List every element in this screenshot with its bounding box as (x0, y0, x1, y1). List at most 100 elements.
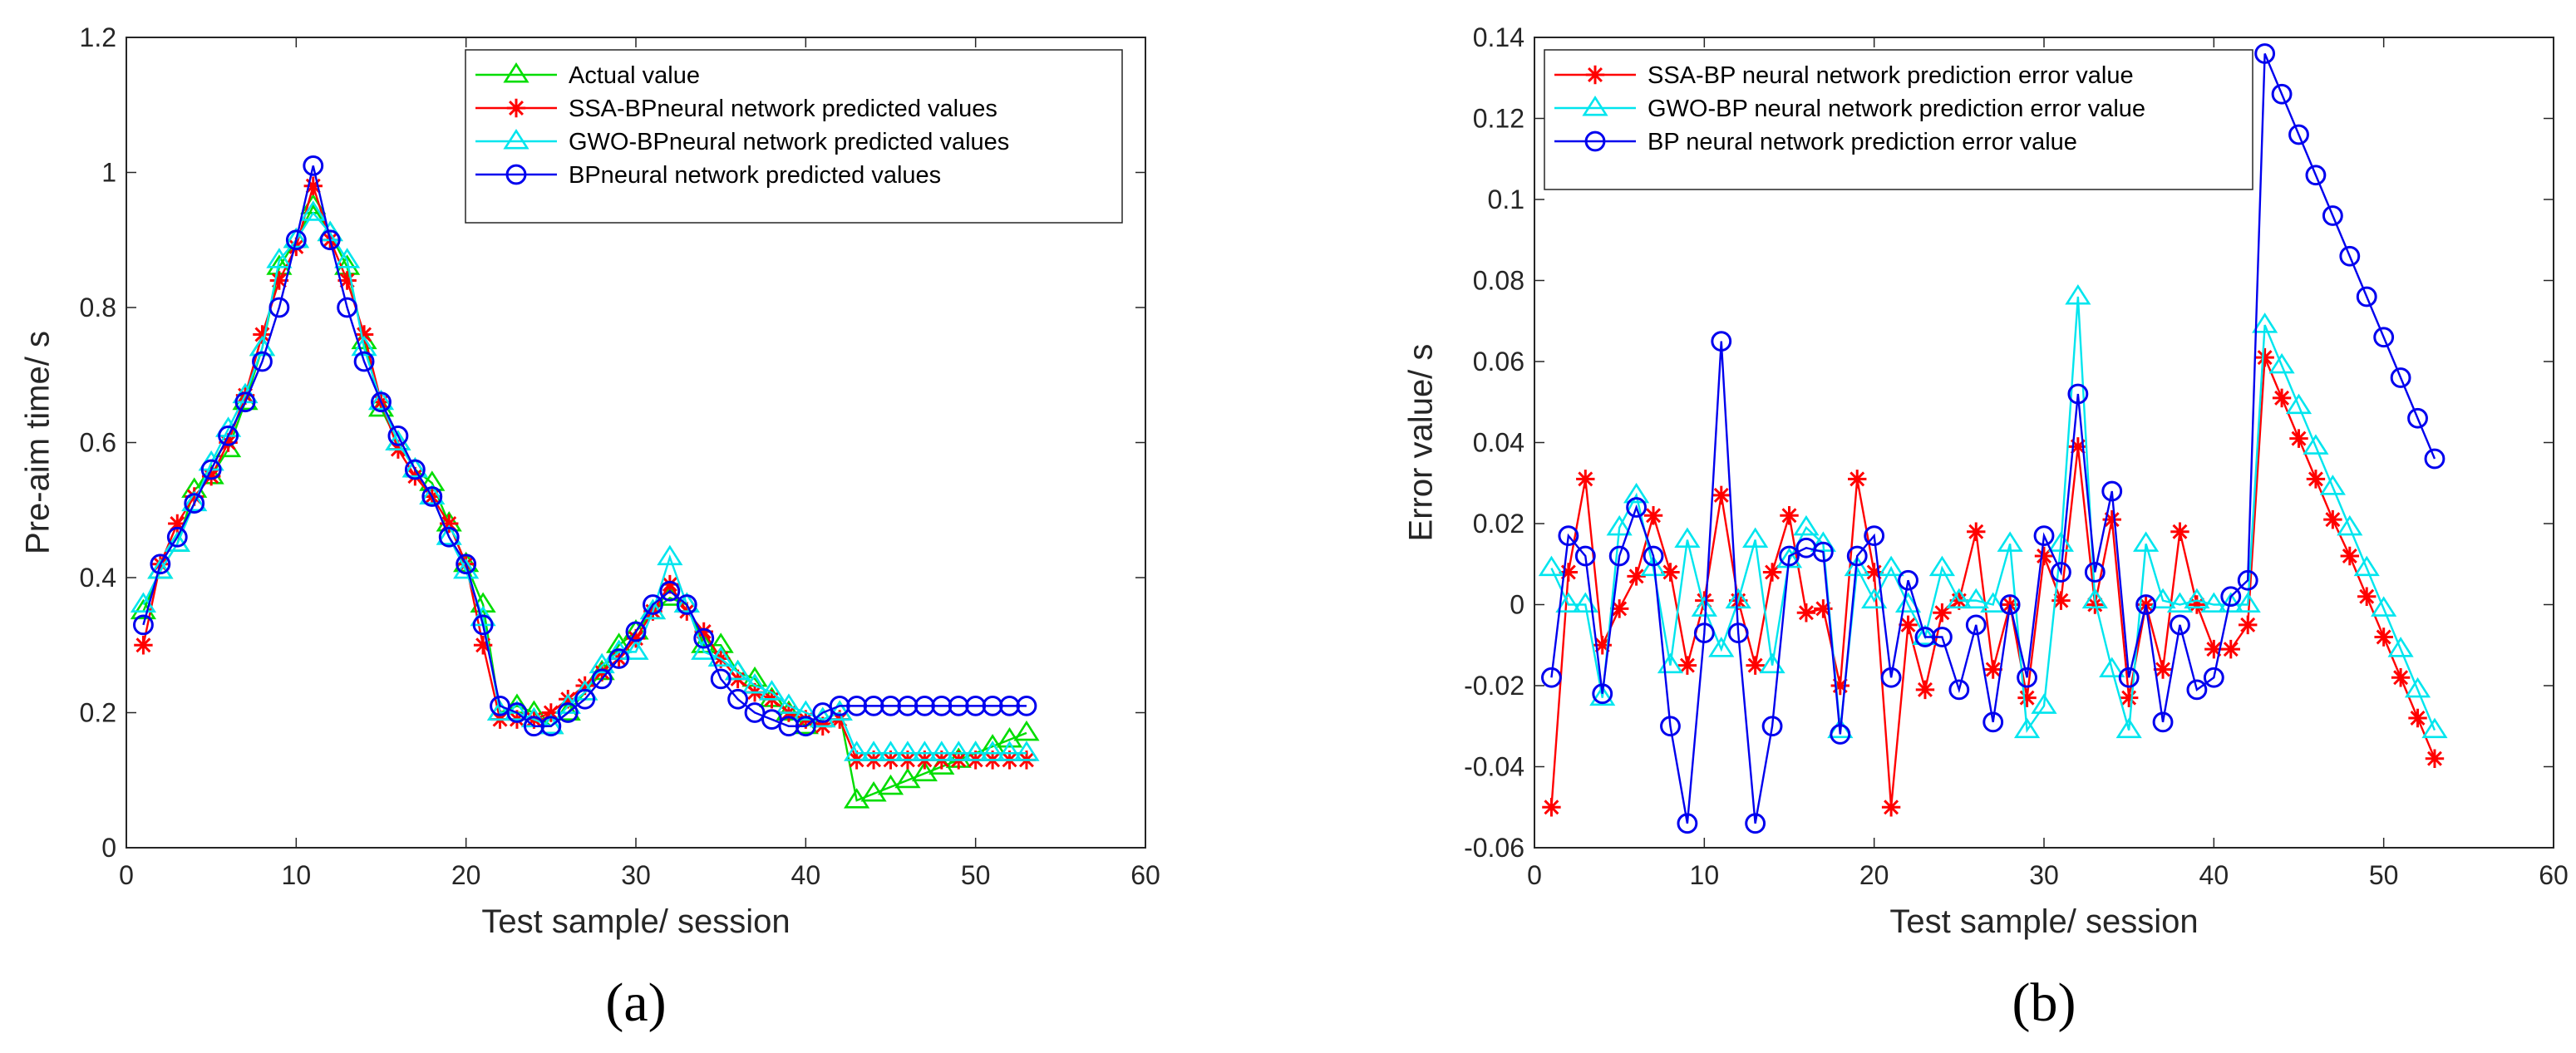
data-point (2252, 312, 2278, 333)
data-point (2404, 677, 2431, 698)
data-point (1013, 741, 1040, 761)
data-point (2065, 283, 2091, 305)
data-point (2371, 596, 2397, 617)
data-point (673, 592, 700, 613)
data-point (1555, 592, 1582, 613)
legend: SSA-BP neural network prediction error v… (1544, 49, 2253, 190)
data-point (404, 459, 426, 480)
data-point (1776, 547, 1803, 568)
data-point (2067, 383, 2089, 405)
series-1 (1538, 283, 2448, 739)
y-tick-label: -0.04 (1464, 752, 1524, 782)
data-point (1576, 470, 1595, 489)
data-point (473, 636, 493, 655)
x-tick-label: 10 (282, 860, 312, 890)
data-point (1592, 683, 1613, 705)
data-point (2391, 668, 2411, 687)
legend-marker (506, 98, 526, 118)
data-point (1899, 615, 1918, 635)
data-point (200, 459, 222, 480)
data-point (1967, 522, 1986, 541)
data-point (2153, 660, 2173, 679)
data-point (1727, 622, 1749, 644)
data-point (623, 639, 649, 660)
data-point (1761, 716, 1783, 737)
data-point (1881, 798, 1901, 817)
data-point (2152, 711, 2174, 733)
data-point (894, 741, 921, 761)
data-point (401, 456, 428, 478)
data-point (2289, 429, 2308, 448)
y-tick-label: 0.12 (1473, 104, 1524, 134)
data-point (844, 788, 870, 809)
data-point (639, 598, 667, 620)
data-point (945, 741, 972, 761)
data-point (168, 514, 187, 534)
data-point (727, 688, 749, 710)
data-point (438, 526, 460, 548)
data-point (928, 741, 955, 761)
data-point (2102, 509, 2121, 529)
data-point (1982, 711, 2004, 733)
data-point (657, 544, 683, 566)
data-point (2081, 588, 2108, 609)
data-point (2303, 434, 2329, 455)
data-point (303, 155, 324, 176)
data-point (2254, 43, 2276, 64)
y-tick-label: 0.06 (1473, 347, 1524, 376)
data-point (133, 614, 154, 636)
data-point (1864, 525, 1885, 547)
x-tick-label: 40 (791, 860, 821, 890)
legend-marker (505, 164, 527, 185)
data-point (559, 690, 578, 709)
y-tick-label: 0.8 (80, 293, 116, 322)
legend-label: BP neural network prediction error value (1648, 129, 2077, 155)
data-point (1640, 555, 1667, 577)
legend-item: BP neural network prediction error value (1554, 129, 2077, 155)
x-tick-label: 20 (1859, 860, 1889, 890)
data-point (2357, 587, 2377, 606)
data-point (1997, 531, 2023, 552)
data-point (181, 490, 208, 512)
data-point (1558, 525, 1579, 547)
data-point (1980, 592, 2007, 613)
data-point (2421, 717, 2448, 739)
data-point (1538, 555, 1565, 577)
data-point (694, 622, 713, 642)
data-point (367, 389, 395, 411)
series-line (1550, 53, 2436, 824)
data-point (1643, 506, 1663, 525)
y-tick-label: 0 (101, 833, 116, 863)
data-point (911, 760, 938, 782)
data-point (575, 676, 594, 696)
data-point (1912, 624, 1938, 645)
data-point (2319, 475, 2346, 495)
x-tick-label: 60 (2539, 860, 2569, 890)
y-tick-label: -0.06 (1464, 833, 1524, 863)
data-point (134, 636, 153, 655)
data-point (1780, 506, 1799, 525)
data-point (2387, 637, 2414, 657)
data-point (150, 554, 171, 575)
data-point (184, 493, 205, 514)
data-point (2013, 717, 2041, 739)
data-point (1674, 527, 1701, 548)
data-point (387, 425, 409, 446)
data-point (2255, 347, 2274, 367)
chart-panel-a: 0 10 20 30 40 50 60 0 0.2 0.4 0.6 0.8 1 1.2 Test sampl… (20, 22, 1160, 1033)
data-point (1623, 482, 1650, 504)
data-point (2150, 588, 2176, 609)
data-point (860, 741, 887, 761)
data-point (371, 391, 392, 413)
data-point (792, 700, 819, 721)
data-point (1660, 716, 1681, 737)
data-point (1931, 627, 1953, 647)
data-point (2017, 667, 2037, 688)
y-tick-label: 0.6 (80, 428, 116, 458)
series-3 (133, 155, 1037, 737)
data-point (1898, 569, 1918, 591)
y-tick-label: 1 (101, 158, 116, 188)
data-point (2166, 592, 2194, 613)
legend-label: Actual value (569, 62, 700, 89)
